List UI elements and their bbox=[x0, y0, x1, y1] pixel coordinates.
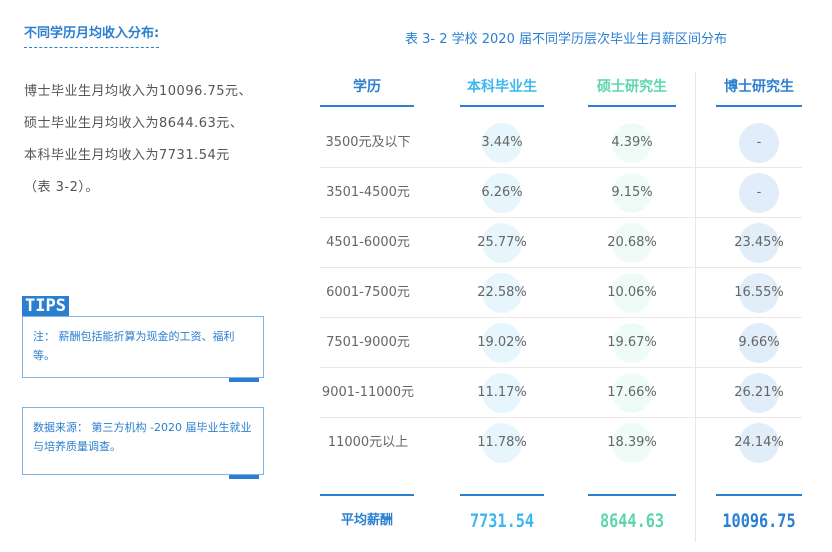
doctor-bubble bbox=[739, 373, 779, 413]
master-bubble bbox=[612, 223, 652, 263]
salary-range-cell: 4501-6000元 bbox=[326, 235, 410, 250]
salary-range-cell: 3500元及以下 bbox=[325, 135, 411, 150]
doctor-share-cell: 16.55% bbox=[734, 285, 784, 300]
row-separator bbox=[320, 267, 802, 268]
data-source-text: 数据来源： 第三方机构 -2020 届毕业生就业与培养质量调查。 bbox=[33, 421, 252, 453]
table-row: 3500元及以下 3.44% 4.39% - bbox=[320, 118, 802, 168]
bachelor-share-cell: 11.78% bbox=[477, 435, 527, 450]
row-separator bbox=[320, 317, 802, 318]
master-bubble bbox=[612, 423, 652, 463]
row-separator bbox=[320, 367, 802, 368]
avg-salary-doctor: 10096.75 bbox=[722, 510, 796, 532]
section-title: 不同学历月均收入分布: bbox=[24, 22, 160, 48]
master-share-cell: 10.06% bbox=[607, 285, 657, 300]
data-source-note: 数据来源： 第三方机构 -2020 届毕业生就业与培养质量调查。 bbox=[22, 407, 264, 479]
bachelor-share-cell: 3.44% bbox=[481, 135, 523, 150]
table-caption: 表 3- 2 学校 2020 届不同学历层次毕业生月薪区间分布 bbox=[405, 32, 727, 47]
header-underline bbox=[320, 105, 414, 107]
salary-range-cell: 6001-7500元 bbox=[326, 285, 410, 300]
header-underline bbox=[716, 105, 802, 107]
avg-salary-bachelor: 7731.54 bbox=[469, 510, 535, 532]
bachelor-bubble bbox=[482, 423, 522, 463]
master-share-cell: 4.39% bbox=[611, 135, 653, 150]
bachelor-bubble bbox=[482, 173, 522, 213]
master-bubble bbox=[612, 323, 652, 363]
bachelor-share-cell: 19.02% bbox=[477, 335, 527, 350]
master-share-cell: 20.68% bbox=[607, 235, 657, 250]
avg-underline bbox=[320, 494, 414, 496]
tips-logo: TIPS bbox=[22, 296, 69, 316]
doctor-bubble bbox=[739, 223, 779, 263]
bachelor-bubble bbox=[482, 373, 522, 413]
doctor-bubble bbox=[739, 173, 779, 213]
row-separator bbox=[320, 217, 802, 218]
bachelor-share-cell: 6.26% bbox=[481, 185, 523, 200]
header-education: 学历 bbox=[353, 79, 381, 95]
table-row: 7501-9000元 19.02% 19.67% 9.66% bbox=[320, 318, 802, 368]
bachelor-bubble bbox=[482, 223, 522, 263]
avg-underline bbox=[460, 494, 544, 496]
avg-salary-master: 8644.63 bbox=[599, 510, 665, 532]
header-underline bbox=[588, 105, 676, 107]
bachelor-share-cell: 25.77% bbox=[477, 235, 527, 250]
header-master: 硕士研究生 bbox=[597, 79, 667, 95]
table-row: 9001-11000元 11.17% 17.66% 26.21% bbox=[320, 368, 802, 418]
doctor-bubble bbox=[739, 323, 779, 363]
table-row: 11000元以上 11.78% 18.39% 24.14% bbox=[320, 418, 802, 468]
bachelor-share-cell: 11.17% bbox=[477, 385, 527, 400]
master-bubble bbox=[612, 373, 652, 413]
master-share-cell: 17.66% bbox=[607, 385, 657, 400]
doctor-bubble bbox=[739, 123, 779, 163]
salary-range-cell: 3501-4500元 bbox=[326, 185, 410, 200]
avg-underline bbox=[716, 494, 802, 496]
summary-line-doctor: 博士毕业生月均收入为10096.75元、 bbox=[24, 84, 253, 99]
doctor-share-cell: - bbox=[756, 185, 762, 200]
table-row: 6001-7500元 22.58% 10.06% 16.55% bbox=[320, 268, 802, 318]
summary-line-master: 硕士毕业生月均收入为8644.63元、 bbox=[24, 116, 244, 131]
salary-table: 学历 本科毕业生 硕士研究生 博士研究生 3500元及以下 3.44% 4.39% -… bbox=[320, 60, 802, 542]
summary-line-reference: （表 3-2）。 bbox=[24, 180, 99, 195]
master-share-cell: 19.67% bbox=[607, 335, 657, 350]
salary-note-text: 注： 薪酬包括能折算为现金的工资、福利等。 bbox=[33, 330, 235, 362]
salary-range-cell: 9001-11000元 bbox=[321, 385, 415, 400]
summary-line-bachelor: 本科毕业生月均收入为7731.54元 bbox=[24, 148, 230, 163]
table-row: 4501-6000元 25.77% 20.68% 23.45% bbox=[320, 218, 802, 268]
row-separator bbox=[320, 167, 802, 168]
master-share-cell: 9.15% bbox=[611, 185, 653, 200]
income-summary: 博士毕业生月均收入为10096.75元、 硕士毕业生月均收入为8644.63元、… bbox=[24, 76, 294, 204]
header-bachelor: 本科毕业生 bbox=[467, 79, 537, 95]
master-bubble bbox=[612, 123, 652, 163]
avg-salary-label: 平均薪酬 bbox=[340, 513, 393, 528]
bachelor-bubble bbox=[482, 273, 522, 313]
doctor-share-cell: 26.21% bbox=[734, 385, 784, 400]
master-bubble bbox=[612, 273, 652, 313]
salary-range-cell: 7501-9000元 bbox=[326, 335, 410, 350]
bachelor-share-cell: 22.58% bbox=[477, 285, 527, 300]
doctor-bubble bbox=[739, 423, 779, 463]
doctor-share-cell: - bbox=[756, 135, 762, 150]
header-doctor: 博士研究生 bbox=[724, 79, 794, 95]
bachelor-bubble bbox=[482, 123, 522, 163]
master-share-cell: 18.39% bbox=[607, 435, 657, 450]
doctor-share-cell: 9.66% bbox=[738, 335, 780, 350]
doctor-bubble bbox=[739, 273, 779, 313]
avg-underline bbox=[588, 494, 676, 496]
table-row: 3501-4500元 6.26% 9.15% - bbox=[320, 168, 802, 218]
row-separator bbox=[320, 417, 802, 418]
column-divider bbox=[695, 72, 696, 542]
header-underline bbox=[460, 105, 544, 107]
doctor-share-cell: 24.14% bbox=[734, 435, 784, 450]
bachelor-bubble bbox=[482, 323, 522, 363]
salary-note: 注： 薪酬包括能折算为现金的工资、福利等。 bbox=[22, 316, 264, 382]
doctor-share-cell: 23.45% bbox=[734, 235, 784, 250]
salary-range-cell: 11000元以上 bbox=[327, 435, 409, 450]
master-bubble bbox=[612, 173, 652, 213]
